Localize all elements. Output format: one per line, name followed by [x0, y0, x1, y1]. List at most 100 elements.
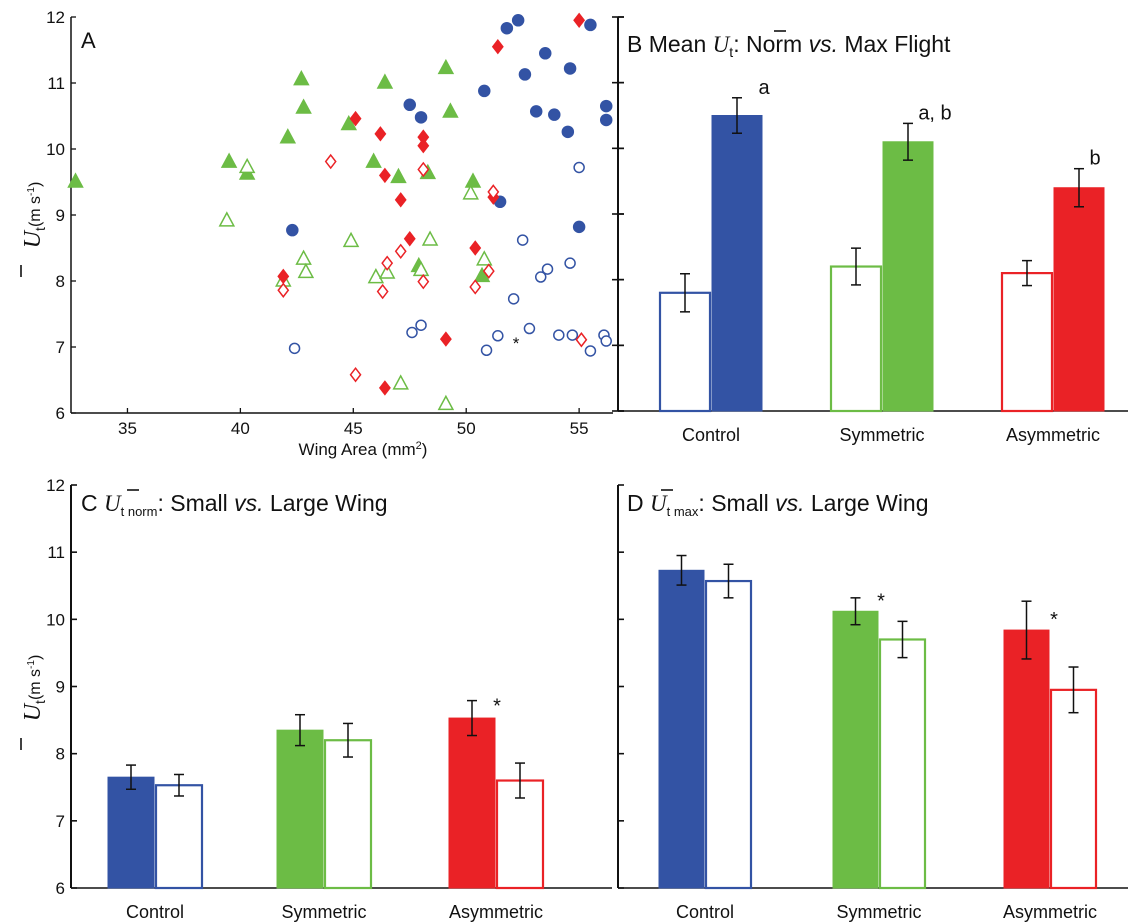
bar-control-filled [107, 776, 155, 889]
scatter-point-asymmetric [378, 167, 391, 184]
bar-asymmetric-filled [1053, 187, 1105, 412]
panelD-category-label: Control [676, 902, 734, 922]
scatter-point-control [564, 257, 576, 269]
panel-c-ylabel-unit: (m s [27, 669, 44, 700]
scatter-point-control [507, 293, 520, 305]
scatter-point-control [561, 125, 575, 139]
panel-a-ytick-label: 7 [56, 338, 65, 357]
bar-control-open [704, 579, 753, 890]
bar-control-filled [711, 115, 763, 412]
scatter-point-symmetric [412, 260, 430, 277]
bar-asymmetric-filled [448, 717, 496, 889]
scatter-point-asymmetric [573, 12, 586, 29]
bar-symmetric-open [829, 265, 883, 413]
scatter-point-asymmetric [403, 231, 416, 247]
scatter-point-symmetric [340, 114, 358, 131]
panelC-category-label: Symmetric [282, 902, 367, 922]
panel-a-ytick-label: 12 [46, 8, 65, 27]
panel-c-letter: C [81, 490, 104, 516]
significance-star: * [1050, 609, 1058, 631]
scatter-point-symmetric [279, 128, 297, 144]
panelC-ytick-label: 9 [56, 678, 65, 697]
scatter-point-control [573, 161, 585, 174]
panel-c-ylabel-u: U [20, 702, 46, 721]
panelC-ytick-label: 6 [56, 879, 65, 898]
panel-a-xlabel-sup: 2 [416, 440, 422, 452]
scatter-point-control [584, 345, 597, 357]
panel-a-xtick-label: 55 [570, 419, 589, 438]
scatter-point-symmetric [473, 266, 491, 283]
scatter-point-asymmetric [417, 161, 430, 178]
scatter-point-control [599, 113, 613, 127]
panel-d: Control Symmetric Asymmetric D Ut max: Smal… [617, 484, 1128, 922]
panel-a-xlabel-text: Wing Area (mm [299, 440, 416, 459]
panel-c-title-end: Large Wing [264, 490, 388, 516]
scatter-point-symmetric [392, 374, 409, 390]
panel-a-ylabel-unit: (m s [27, 196, 44, 227]
panel-c-title-vs: vs. [234, 490, 263, 516]
scatter-point-symmetric [476, 250, 493, 266]
scatter-point-control [414, 111, 428, 124]
bar-symmetric-filled [276, 729, 324, 889]
scatter-point-control [541, 263, 554, 275]
panel-a-ylabel-sub: t [32, 227, 48, 231]
scatter-point-control [584, 18, 597, 32]
panelC-ytick-label: 11 [47, 543, 65, 562]
scatter-point-asymmetric [487, 184, 500, 200]
panel-b: Control Symmetric Asymmetric B Mean Ut: Nor… [612, 16, 1128, 445]
panel-d-title-vs: vs. [775, 490, 804, 516]
panel-a-ylabel: Ut(m s-1) [20, 182, 48, 277]
scatter-point-asymmetric [469, 240, 482, 256]
scatter-point-symmetric [421, 230, 439, 246]
panel-c-ylabel-sub: t [32, 700, 48, 704]
bar-symmetric-filled [832, 610, 879, 889]
significance-star: * [877, 590, 885, 612]
scatter-point-asymmetric [277, 282, 290, 298]
panel-d-title: D Ut max: Small vs. Large Wing [627, 490, 929, 519]
scatter-point-asymmetric [349, 110, 362, 127]
scatter-point-asymmetric [349, 366, 362, 383]
scatter-point-asymmetric [491, 38, 504, 55]
scatter-point-control [563, 62, 577, 75]
panel-d-title-end: Large Wing [805, 490, 929, 516]
panel-d-title-u: U [650, 491, 668, 516]
panel-c: 6 7 8 9 10 11 12 Control Symmetric Asymmetric C Ut… [20, 476, 612, 922]
scatter-point-control [566, 329, 579, 341]
panel-c-title-u: U [104, 491, 122, 516]
panel-d-title-post: : Small [698, 490, 775, 516]
bar-symmetric-open [878, 638, 927, 890]
panel-a-ytick-label: 6 [56, 404, 65, 423]
scatter-point-control [511, 14, 525, 27]
panel-a-xtick-label: 35 [118, 419, 137, 438]
scatter-point-control [539, 47, 552, 60]
scatter-point-asymmetric [417, 273, 430, 290]
panel-c-ylabel-unit-end: ) [27, 655, 44, 660]
panel-c-ylabel-unit-sup: -1 [26, 660, 37, 669]
scatter-point-control [516, 234, 529, 246]
bar-asymmetric-open [1049, 688, 1098, 890]
scatter-point-asymmetric [439, 331, 452, 347]
scatter-point-control [553, 329, 565, 341]
bar-symmetric-filled [882, 141, 934, 412]
panel-a-letter: A [81, 28, 96, 53]
scatter-point-control [534, 271, 547, 283]
panelD-category-label: Asymmetric [1003, 902, 1097, 922]
scatter-point-symmetric [367, 268, 385, 284]
panel-a-xtick-label: 45 [344, 419, 363, 438]
scatter-point-asymmetric [376, 283, 389, 300]
panel-a-ytick-label: 11 [47, 74, 65, 93]
panel-a-xlabel-end: ) [422, 440, 428, 459]
scatter-point-symmetric [238, 157, 256, 174]
scatter-point-symmetric [295, 249, 312, 265]
panel-b-title-vs: vs. [809, 31, 838, 57]
scatter-point-symmetric [442, 102, 459, 118]
panel-a-ylabel-u: U [20, 229, 46, 248]
panel-a-xlabel: Wing Area (mm2) [299, 440, 428, 459]
panel-a-ylabel-unit-sup: -1 [26, 187, 37, 196]
scatter-point-control [286, 223, 299, 237]
bar-asymmetric-open [1000, 272, 1054, 413]
significance-letter: a [758, 77, 770, 99]
bar-control-filled [658, 569, 705, 889]
panel-a-ylabel-unit-end: ) [27, 182, 44, 187]
